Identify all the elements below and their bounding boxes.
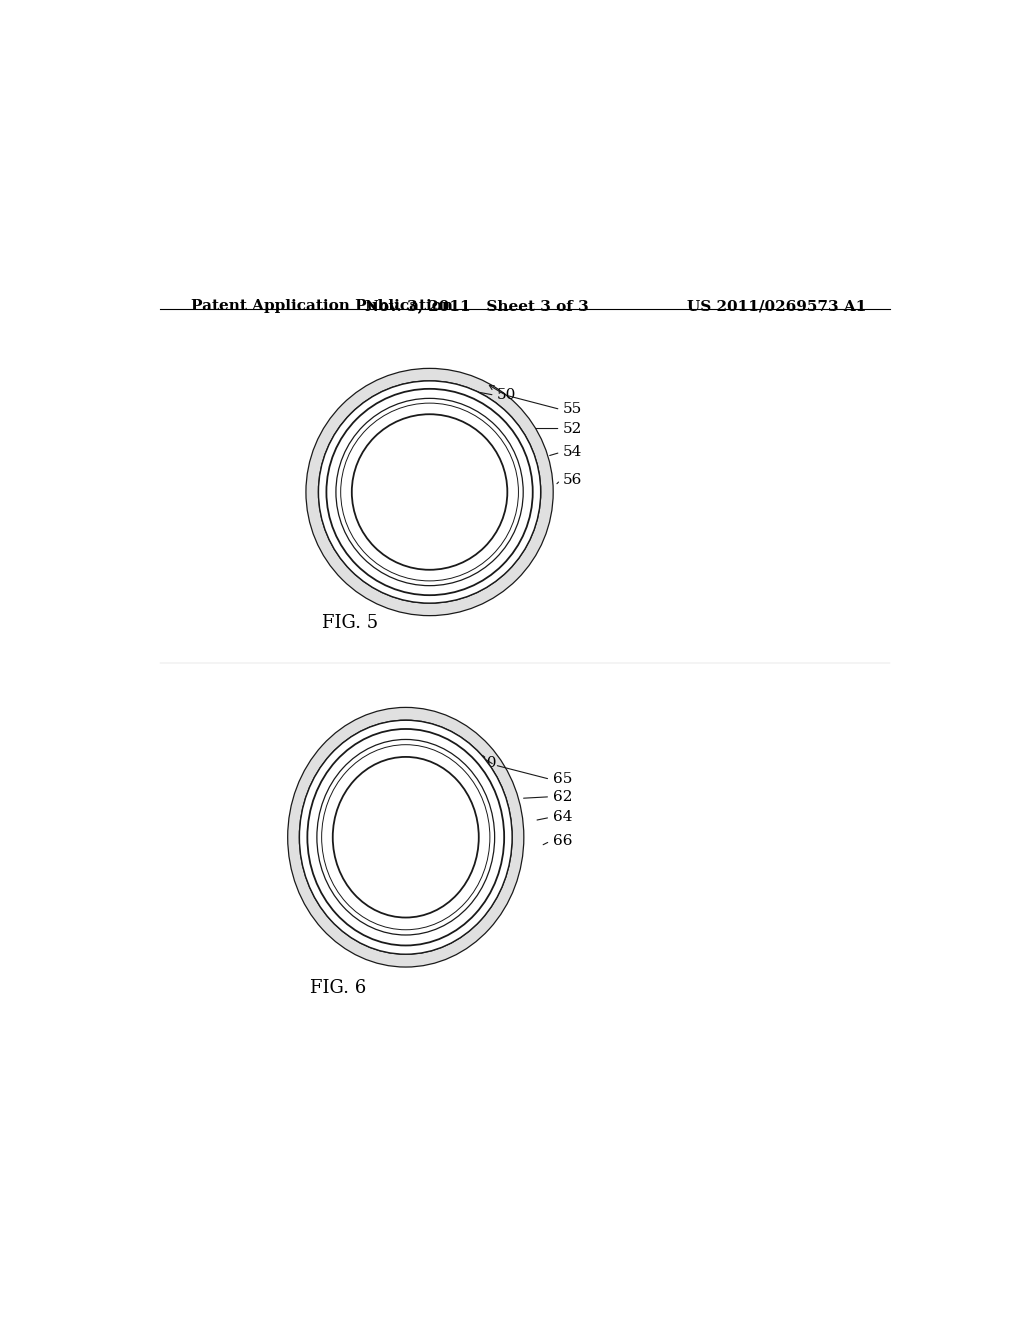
Text: 55: 55 (563, 403, 582, 417)
Ellipse shape (333, 756, 479, 917)
Ellipse shape (322, 744, 489, 929)
Ellipse shape (299, 721, 512, 954)
Ellipse shape (289, 708, 523, 966)
Text: FIG. 5: FIG. 5 (323, 614, 378, 632)
Text: 60: 60 (477, 756, 497, 771)
Text: Nov. 3, 2011   Sheet 3 of 3: Nov. 3, 2011 Sheet 3 of 3 (366, 300, 589, 313)
Text: FIG. 6: FIG. 6 (310, 979, 367, 997)
Ellipse shape (306, 370, 553, 615)
Ellipse shape (299, 721, 512, 954)
Text: 50: 50 (497, 388, 516, 403)
Text: 52: 52 (563, 421, 583, 436)
Text: Patent Application Publication: Patent Application Publication (191, 300, 454, 313)
Ellipse shape (341, 403, 518, 581)
Ellipse shape (289, 708, 523, 966)
Ellipse shape (318, 381, 541, 603)
Text: 54: 54 (563, 445, 583, 459)
Ellipse shape (318, 381, 541, 603)
Ellipse shape (316, 739, 495, 935)
Ellipse shape (306, 370, 553, 615)
Text: 62: 62 (553, 789, 572, 804)
Text: 66: 66 (553, 834, 572, 849)
Ellipse shape (336, 399, 523, 586)
Text: US 2011/0269573 A1: US 2011/0269573 A1 (687, 300, 866, 313)
Text: 64: 64 (553, 810, 572, 825)
Text: 56: 56 (563, 473, 583, 487)
Ellipse shape (307, 729, 504, 945)
Ellipse shape (352, 414, 507, 570)
Ellipse shape (327, 389, 532, 595)
Text: 65: 65 (553, 772, 572, 787)
